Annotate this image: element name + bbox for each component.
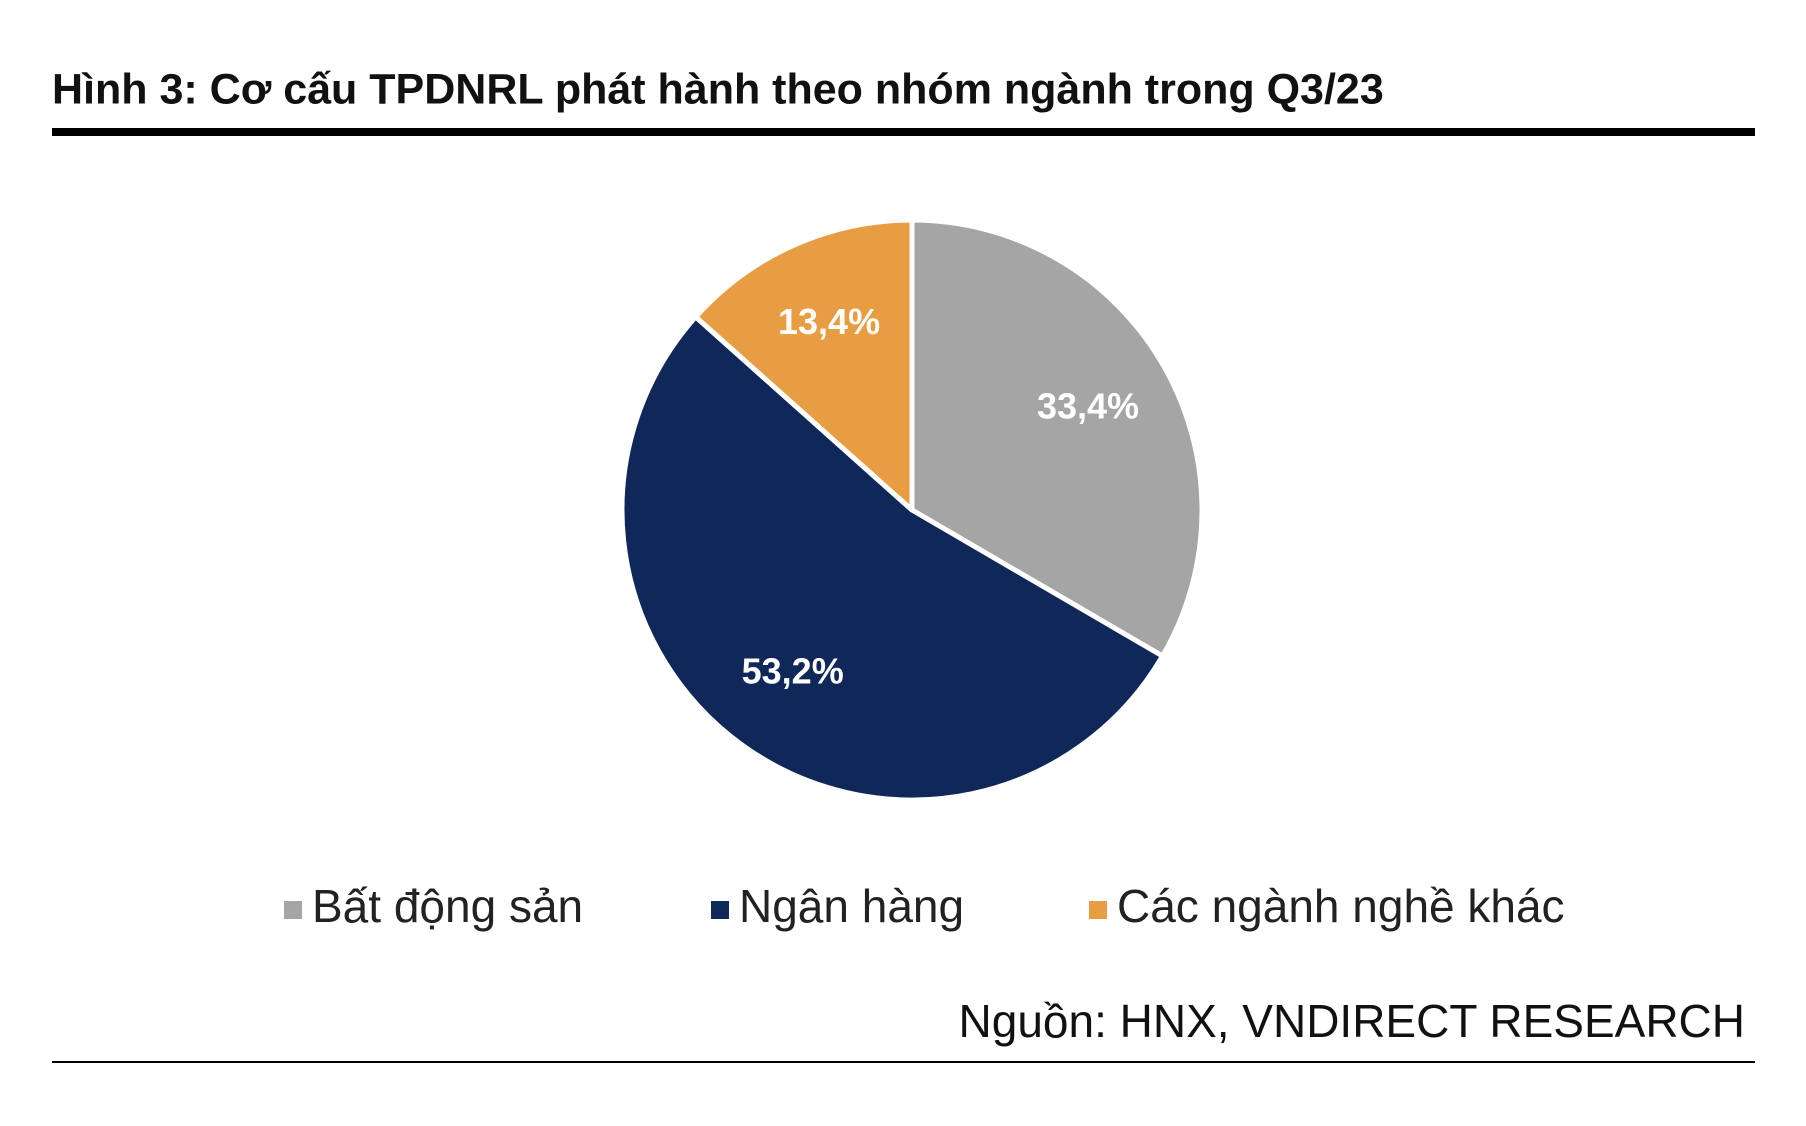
data-label: 13,4% — [778, 301, 880, 342]
legend-label: Các ngành nghề khác — [1117, 880, 1565, 932]
legend-swatch — [711, 901, 729, 919]
pie-slice — [619, 314, 1166, 803]
source: Nguồn: HNX, VNDIRECT RESEARCH — [959, 995, 1745, 1047]
bottom-rule — [52, 1061, 1755, 1063]
legend-swatch — [284, 901, 302, 919]
data-label: 33,4% — [1037, 385, 1139, 426]
chart-title: Hình 3: Cơ cấu TPDNRL phát hành theo nhó… — [52, 65, 1384, 113]
legend-label: Bất động sản — [312, 880, 583, 932]
title-rule — [52, 128, 1755, 136]
data-label: 53,2% — [742, 651, 844, 692]
pie-slice — [909, 217, 1205, 659]
legend-swatch — [1089, 901, 1107, 919]
pie-slice — [693, 217, 915, 513]
legend-label: Ngân hàng — [739, 880, 964, 932]
